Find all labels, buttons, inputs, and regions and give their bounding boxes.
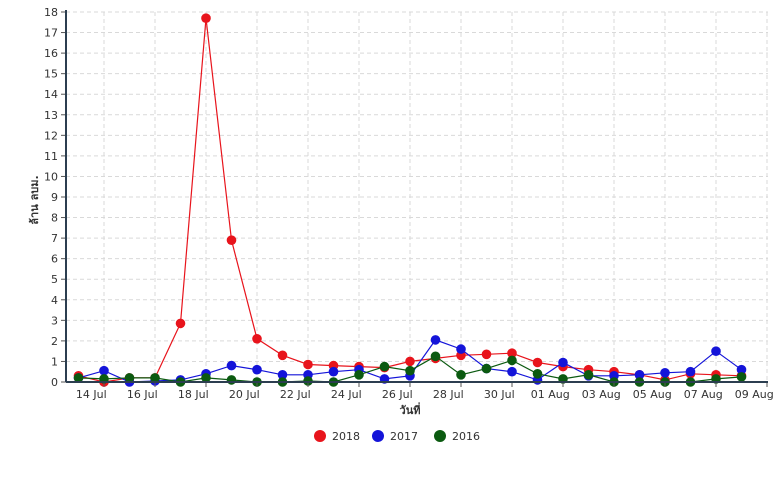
data-point[interactable] [558, 357, 568, 368]
data-point[interactable] [481, 349, 492, 360]
data-point[interactable] [456, 344, 466, 354]
grid [66, 11, 768, 383]
data-point[interactable] [736, 364, 747, 375]
legend-marker [434, 430, 446, 442]
legend-label: 2018 [332, 430, 360, 443]
x-tick-label: 16 Jul [127, 388, 158, 401]
y-axis-title: ล้าน ลบม. [28, 175, 41, 224]
x-axis-title: วันที่ [400, 402, 421, 417]
y-tick-label: 17 [44, 27, 58, 40]
data-point[interactable] [736, 372, 747, 382]
data-point[interactable] [405, 356, 415, 367]
data-point[interactable] [252, 334, 262, 344]
data-point[interactable] [507, 355, 517, 366]
data-point[interactable] [277, 350, 288, 361]
y-tick-label: 0 [51, 376, 58, 389]
x-tick-label: 30 Jul [484, 388, 515, 401]
x-tick-label: 05 Aug [633, 388, 672, 401]
y-tick-label: 16 [44, 47, 58, 60]
x-tick-label: 18 Jul [178, 388, 209, 401]
legend-label: 2017 [390, 430, 418, 443]
data-point[interactable] [481, 363, 492, 374]
y-tick-label: 2 [51, 335, 58, 348]
data-point[interactable] [226, 375, 237, 385]
y-tick-label: 9 [51, 191, 58, 204]
legend-marker [372, 430, 384, 442]
data-point[interactable] [405, 365, 415, 376]
x-tick-label: 03 Aug [582, 388, 621, 401]
y-tick-label: 12 [44, 129, 58, 142]
legend-item-2017[interactable]: 2017 [372, 430, 418, 443]
data-point[interactable] [124, 373, 135, 383]
data-point[interactable] [507, 348, 517, 359]
data-point[interactable] [99, 365, 109, 376]
series-2016 [73, 351, 747, 387]
data-point[interactable] [252, 364, 262, 375]
y-tick-label: 18 [44, 6, 58, 19]
data-point[interactable] [354, 370, 364, 380]
x-tick-label: 26 Jul [382, 388, 413, 401]
data-point[interactable] [456, 370, 466, 380]
x-tick-label: 09 Aug [735, 388, 774, 401]
x-tick-label: 20 Jul [229, 388, 260, 401]
data-point[interactable] [73, 373, 84, 383]
x-tick-label: 28 Jul [433, 388, 464, 401]
data-point[interactable] [430, 351, 441, 362]
x-tick-label: 07 Aug [684, 388, 723, 401]
y-tick-label: 11 [44, 150, 58, 163]
x-tick-label: 14 Jul [76, 388, 107, 401]
series-layer [73, 13, 747, 387]
data-point[interactable] [507, 366, 517, 377]
data-point[interactable] [201, 13, 211, 23]
data-point[interactable] [150, 373, 160, 383]
x-tick-label: 24 Jul [331, 388, 362, 401]
data-point[interactable] [379, 361, 390, 372]
data-point[interactable] [226, 360, 237, 371]
legend-item-2016[interactable]: 2016 [434, 430, 480, 443]
data-point[interactable] [328, 366, 339, 377]
data-point[interactable] [201, 373, 211, 383]
y-tick-label: 8 [51, 212, 58, 225]
legend: 2018 2017 2016 [314, 430, 480, 443]
data-point[interactable] [532, 369, 543, 379]
data-point[interactable] [430, 335, 441, 345]
data-point[interactable] [226, 235, 237, 245]
data-point[interactable] [303, 359, 313, 370]
x-tick-label: 22 Jul [280, 388, 311, 401]
data-point[interactable] [711, 346, 721, 357]
y-tick-label: 4 [51, 294, 58, 307]
legend-item-2018[interactable]: 2018 [314, 430, 360, 443]
y-tick-label: 7 [51, 232, 58, 245]
y-tick-label: 14 [44, 88, 58, 101]
data-point[interactable] [532, 357, 543, 368]
legend-label: 2016 [452, 430, 480, 443]
y-tick-label: 13 [44, 109, 58, 122]
data-point[interactable] [660, 368, 670, 378]
y-tick-label: 1 [51, 355, 58, 368]
x-tick-label: 01 Aug [531, 388, 570, 401]
data-point[interactable] [583, 370, 594, 380]
data-point[interactable] [634, 370, 645, 380]
legend-marker [314, 430, 326, 442]
y-tick-label: 10 [44, 170, 58, 183]
data-point[interactable] [175, 318, 186, 329]
y-tick-label: 6 [51, 253, 58, 266]
y-tick-label: 5 [51, 273, 58, 286]
data-point[interactable] [685, 366, 696, 377]
y-tick-label: 3 [51, 314, 58, 327]
data-point[interactable] [277, 370, 288, 380]
y-tick-label: 15 [44, 68, 58, 81]
